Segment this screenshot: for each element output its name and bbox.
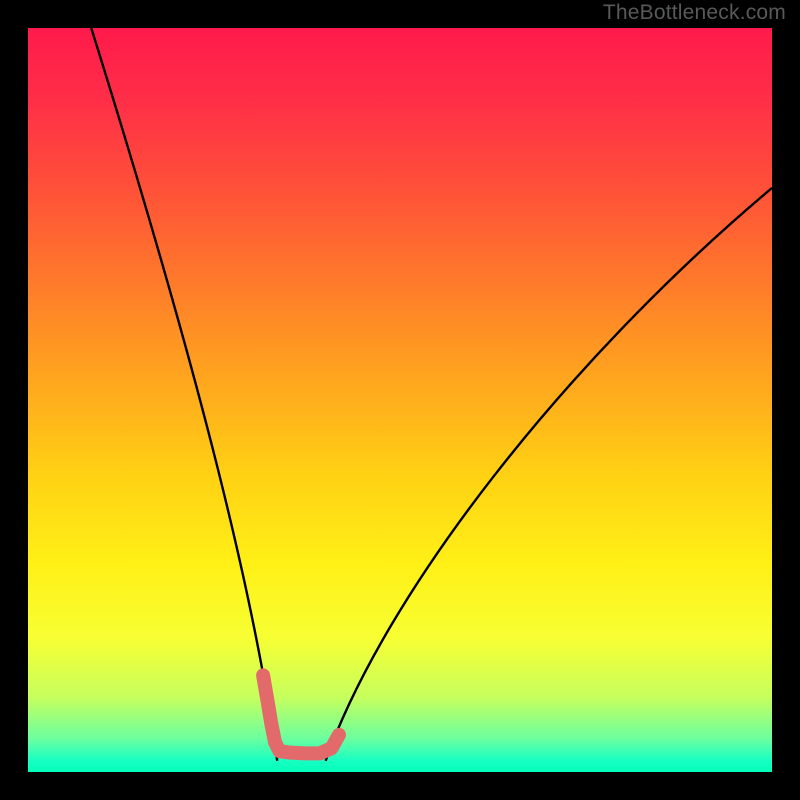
chart-svg	[28, 28, 772, 772]
bottleneck-curve-right	[326, 188, 772, 761]
bottleneck-curve-left	[91, 28, 277, 761]
plot-area	[28, 28, 772, 772]
watermark-text: TheBottleneck.com	[603, 1, 786, 25]
minimum-marker	[263, 675, 339, 753]
